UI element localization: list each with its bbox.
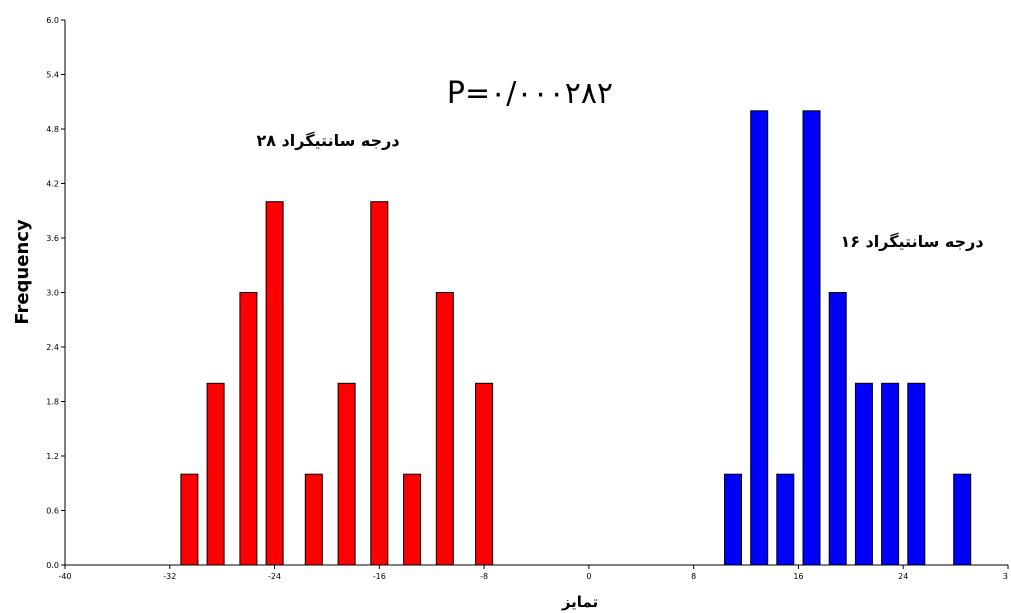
- bar-series-1-3: [239, 292, 258, 566]
- y-tick-label: 0.0: [46, 561, 59, 570]
- x-tick-label: 8: [691, 572, 696, 581]
- x-axis-title: تمایز: [561, 593, 598, 611]
- x-tick-label: -24: [268, 572, 281, 581]
- bar-series-2-8: [907, 382, 926, 566]
- y-tick-label: 1.8: [46, 398, 59, 407]
- y-axis-title: Frequency: [12, 219, 33, 325]
- bar-series-1-8: [403, 473, 422, 566]
- group-16-label: ۱۶ درجه سانتیگراد: [840, 232, 983, 251]
- y-ticks: 0.0 0.6 1.2 1.8 2.4 3.0 3.6 4.2 4.8 5.4 6.0: [46, 16, 65, 570]
- bar-series-2-2: [750, 110, 769, 566]
- bar-series-1-2: [206, 382, 225, 566]
- y-tick-label: 4.8: [46, 125, 59, 134]
- x-tick-label: 0: [586, 572, 591, 581]
- bar-series-2-1: [724, 473, 742, 566]
- x-tick-label: 16: [793, 572, 803, 581]
- bars-layer: [180, 110, 972, 566]
- y-tick-label: 3.0: [46, 289, 59, 298]
- bar-series-1-9: [435, 292, 454, 566]
- x-tick-label: -8: [480, 572, 488, 581]
- x-ticks: -40 -32 -24 -16 -8 0 8 16 24 3: [58, 565, 1009, 581]
- p-value-annotation: P=۰/۰۰۰۲۸۲: [447, 76, 613, 111]
- x-tick-label: 24: [898, 572, 908, 581]
- x-tick-label: 3: [1003, 572, 1008, 581]
- bar-series-1-10: [475, 382, 494, 566]
- bar-series-2-3: [776, 473, 795, 566]
- bar-series-2-6: [854, 382, 873, 566]
- y-tick-label: 3.6: [46, 234, 59, 243]
- y-tick-label: 5.4: [46, 71, 59, 80]
- bar-series-2-7: [881, 382, 900, 566]
- y-tick-label: 4.2: [46, 180, 59, 189]
- bar-series-2-9: [953, 473, 972, 566]
- x-tick-label: -32: [163, 572, 176, 581]
- bar-series-1-1: [180, 473, 199, 566]
- bar-series-2-5: [828, 292, 847, 566]
- y-tick-label: 6.0: [46, 16, 59, 25]
- bar-series-1-4: [265, 201, 284, 566]
- group-28-label: ۲۸ درجه سانتیگراد: [256, 131, 399, 150]
- y-tick-label: 1.2: [46, 452, 59, 461]
- bar-series-1-6: [337, 382, 356, 566]
- bar-series-1-5: [304, 473, 323, 566]
- bar-series-1-7: [370, 201, 389, 566]
- y-tick-label: 0.6: [46, 507, 59, 516]
- x-tick-label: -40: [58, 572, 71, 581]
- x-tick-label: -16: [373, 572, 386, 581]
- y-tick-label: 2.4: [46, 343, 59, 352]
- bar-series-2-4: [802, 110, 821, 566]
